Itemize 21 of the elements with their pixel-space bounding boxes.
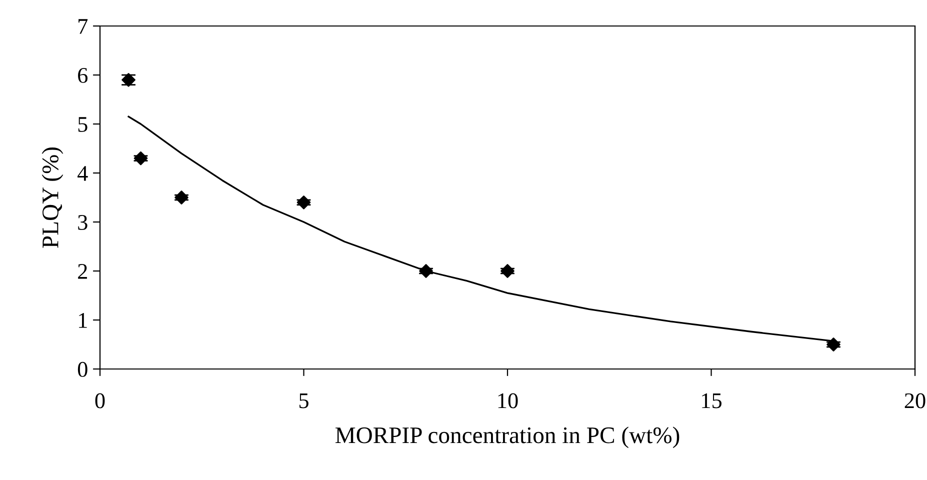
point bbox=[419, 264, 433, 278]
y-tick-label: 2 bbox=[78, 264, 87, 279]
y-tick-label: 5 bbox=[78, 117, 88, 132]
x-tick-label: 10 bbox=[498, 393, 518, 408]
point bbox=[134, 151, 148, 166]
y-tick-label: 7 bbox=[78, 19, 88, 34]
x-tick-label: 5 bbox=[299, 393, 308, 408]
y-axis-title: PLQY (%) bbox=[42, 148, 64, 248]
y-tick-label: 6 bbox=[78, 68, 88, 83]
y-tick-label: 1 bbox=[79, 313, 87, 328]
x-tick-label: 15 bbox=[702, 393, 722, 408]
y-tick-label: 3 bbox=[78, 214, 88, 230]
point bbox=[296, 195, 311, 210]
point bbox=[826, 338, 840, 352]
point bbox=[500, 264, 514, 278]
y-tick-label: 0 bbox=[78, 362, 88, 377]
x-tick-label: 0 bbox=[95, 393, 105, 408]
x-tick-label: 20 bbox=[904, 393, 926, 408]
y-tick-label: 4 bbox=[78, 166, 88, 181]
point bbox=[174, 190, 188, 204]
x-axis-title: MORPIP concentration in PC (wt%) bbox=[335, 426, 680, 448]
